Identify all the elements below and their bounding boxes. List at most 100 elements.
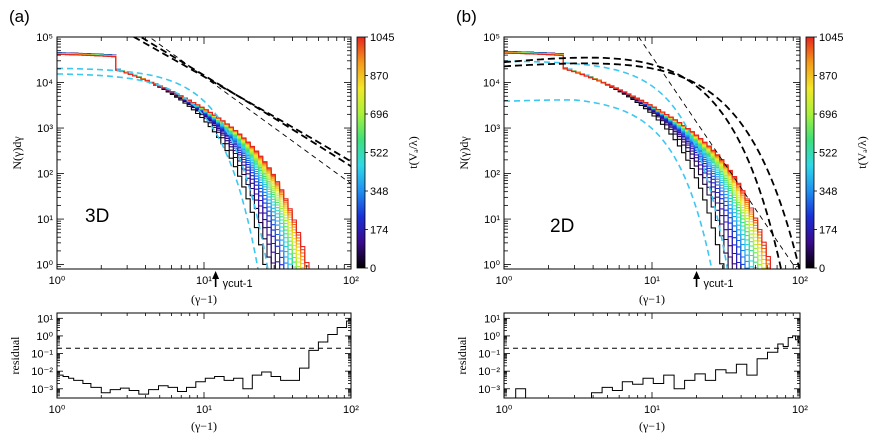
panel-a: 10⁰ 10¹ 10² 10⁰ 10¹ 10² 10³ 10⁴ 10⁵ (γ−1) N(γ)dγ (a…: [8, 7, 420, 433]
colorbar-tick-label: 696: [819, 109, 837, 121]
residual-y-tick-label: 10⁻¹: [478, 349, 500, 361]
spectrum-curve: [57, 53, 306, 269]
spectrum-curve: [57, 52, 272, 269]
y-tick-label: 10³: [37, 123, 53, 135]
residual-y-tick-label: 10⁻³: [31, 384, 53, 396]
fit-curve-blue-dashed: [504, 60, 729, 269]
residual-y-tick-label: 10⁻³: [478, 384, 500, 396]
spectrum-curve: [57, 53, 293, 269]
gamma-cut-label: γcut-1: [704, 278, 734, 290]
colorbar-title: t(Vₐ/λ): [406, 136, 420, 168]
colorbar-tick-label: 174: [819, 225, 837, 237]
x-tick-label: 10¹: [644, 275, 660, 287]
fit-curve-blue-dashed: [504, 99, 713, 269]
panel-label: (a): [9, 7, 30, 26]
spectrum-curve: [57, 53, 306, 269]
spectrum-curve: [57, 52, 268, 269]
residual-x-tick-label: 10²: [792, 404, 808, 416]
colorbar-tick-label: 174: [370, 225, 388, 237]
spectrum-curve: [57, 53, 302, 269]
spectrum-curve: [57, 52, 281, 269]
fit-curve-black-dashed: [504, 62, 800, 269]
residual-y-axis-title: residual: [8, 336, 22, 375]
colorbar-tick-label: 348: [819, 186, 837, 198]
spectrum-curve: [57, 52, 289, 269]
colorbar-tick-label: 522: [819, 148, 837, 160]
y-tick-label: 10¹: [484, 214, 500, 226]
spectrum-curve: [57, 53, 306, 269]
main-axes-frame: [56, 36, 352, 270]
spectrum-curve: [57, 52, 293, 269]
spectrum-curve: [57, 52, 276, 269]
spectrum-curve: [57, 52, 281, 269]
colorbar: [356, 36, 366, 269]
spectrum-curve: [57, 53, 302, 269]
y-tick-label: 10⁵: [36, 32, 53, 44]
y-tick-label: 10¹: [37, 214, 53, 226]
residual-curve: [57, 318, 351, 395]
spectrum-curve: [57, 53, 306, 269]
residual-x-axis-title: (γ−1): [191, 419, 217, 433]
colorbar-tick-label: 870: [370, 71, 388, 83]
fit-line-thin-dashed: [148, 37, 351, 185]
y-axis-title: N(γ)dγ: [457, 136, 471, 170]
residual-y-tick-label: 10¹: [37, 313, 53, 325]
spectrum-curve: [57, 53, 306, 269]
x-axis-title: (γ−1): [191, 292, 217, 306]
x-tick-label: 10²: [343, 275, 359, 287]
y-tick-label: 10⁰: [36, 260, 53, 272]
residual-x-axis-title: (γ−1): [639, 419, 665, 433]
spectrum-curve: [57, 52, 285, 269]
y-tick-label: 10²: [37, 169, 53, 181]
fit-curve-black-dashed: [132, 37, 351, 163]
y-tick-label: 10²: [484, 169, 500, 181]
residual-x-tick-label: 10¹: [196, 404, 212, 416]
spectrum-curve: [57, 53, 302, 269]
colorbar-tick-label: 0: [370, 263, 376, 275]
y-tick-label: 10⁵: [483, 32, 500, 44]
gamma-cut-arrowhead: [693, 271, 701, 279]
residual-y-tick-label: 10⁻¹: [31, 349, 53, 361]
residual-plot-area: [504, 335, 800, 398]
colorbar-tick-label: 522: [370, 148, 388, 160]
x-tick-label: 10²: [792, 275, 808, 287]
residual-x-tick-label: 10⁰: [496, 404, 513, 416]
x-tick-label: 10⁰: [49, 275, 66, 287]
residual-y-tick-label: 10⁰: [36, 331, 53, 343]
spectrum-curve: [57, 52, 285, 269]
spectrum-curve: [57, 52, 293, 269]
residual-x-tick-label: 10¹: [644, 404, 660, 416]
fit-line-thin-dashed: [638, 37, 797, 269]
residual-y-tick-label: 10⁰: [483, 331, 500, 343]
gamma-cut-arrowhead: [212, 271, 220, 279]
colorbar-tick-label: 348: [370, 186, 388, 198]
colorbar: [805, 36, 815, 269]
panel-b: 10⁰ 10¹ 10² 10⁰ 10¹ 10² 10³ 10⁴ 10⁵ (γ−1) N(γ)dγ (b…: [455, 7, 869, 433]
residual-x-tick-label: 10²: [343, 404, 359, 416]
fit-curve-black-dashed: [139, 37, 351, 168]
spectrum-curve: [57, 52, 289, 269]
x-axis-title: (γ−1): [639, 292, 665, 306]
x-tick-label: 10¹: [196, 275, 212, 287]
spectrum-curve: [57, 53, 297, 269]
spectrum-curve: [57, 53, 310, 269]
y-tick-label: 10⁴: [36, 78, 53, 90]
spectrum-curve: [57, 52, 276, 269]
dimension-label: 3D: [85, 206, 109, 227]
residual-plot-area: [57, 318, 351, 395]
residual-y-tick-label: 10⁻²: [31, 366, 53, 378]
y-tick-label: 10³: [484, 123, 500, 135]
y-axis-title: N(γ)dγ: [10, 136, 24, 170]
residual-y-tick-label: 10⁻²: [478, 366, 500, 378]
x-tick-label: 10⁰: [496, 275, 513, 287]
spectrum-curve: [57, 53, 297, 269]
plot-area: [504, 37, 800, 269]
colorbar-tick-label: 870: [819, 71, 837, 83]
colorbar-tick-label: 1045: [370, 32, 394, 44]
colorbar-tick-label: 0: [819, 263, 825, 275]
panel-label: (b): [456, 7, 477, 26]
gamma-cut-label: γcut-1: [223, 278, 253, 290]
colorbar-tick-label: 1045: [819, 32, 843, 44]
spectrum-curve: [57, 53, 297, 269]
